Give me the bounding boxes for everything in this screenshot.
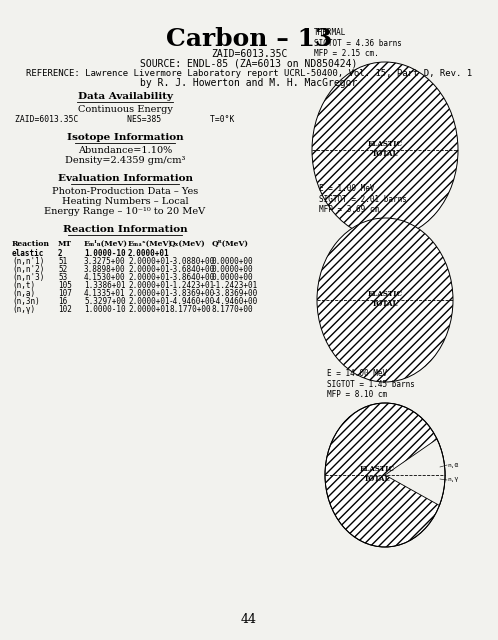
Text: Data Availability: Data Availability	[78, 92, 172, 101]
Text: 0.0000+00: 0.0000+00	[212, 273, 253, 282]
Text: -4.9460+00: -4.9460+00	[169, 297, 215, 306]
Text: -3.8640+00: -3.8640+00	[169, 273, 215, 282]
Text: TOTAL: TOTAL	[372, 150, 398, 158]
Text: E = 14.00 MeV
SIGTOT = 1.45 barns
MFP = 8.10 cm: E = 14.00 MeV SIGTOT = 1.45 barns MFP = …	[327, 369, 415, 399]
Text: 44: 44	[241, 613, 257, 626]
Text: (n,n'3): (n,n'3)	[12, 273, 44, 282]
Text: -4.9460+00: -4.9460+00	[212, 297, 258, 306]
Text: 102: 102	[58, 305, 72, 314]
Text: 2.0000+01: 2.0000+01	[128, 265, 170, 274]
Text: -3.6840+00: -3.6840+00	[169, 265, 215, 274]
Text: 1.0000-10: 1.0000-10	[84, 305, 125, 314]
Text: 5.3297+00: 5.3297+00	[84, 297, 125, 306]
Text: 0.0000+00: 0.0000+00	[212, 257, 253, 266]
Text: 2.0000+01: 2.0000+01	[128, 257, 170, 266]
Text: 4.1530+00: 4.1530+00	[84, 273, 125, 282]
Text: 0.0000+00: 0.0000+00	[212, 265, 253, 274]
Text: 4.1335+01: 4.1335+01	[84, 289, 125, 298]
Text: ZAID=6013.35C          NES=385          T=0°K: ZAID=6013.35C NES=385 T=0°K	[15, 115, 235, 124]
Text: 51: 51	[58, 257, 67, 266]
Text: 107: 107	[58, 289, 72, 298]
Text: 2.0000+01: 2.0000+01	[128, 289, 170, 298]
Text: (n,n'2): (n,n'2)	[12, 265, 44, 274]
Text: (n,t): (n,t)	[12, 281, 35, 290]
Text: Energy Range – 10⁻¹⁰ to 20 MeV: Energy Range – 10⁻¹⁰ to 20 MeV	[44, 207, 206, 216]
Text: 3.3275+00: 3.3275+00	[84, 257, 125, 266]
Ellipse shape	[317, 218, 453, 382]
Text: by R. J. Howerton and M. H. MacGregor: by R. J. Howerton and M. H. MacGregor	[140, 78, 358, 88]
Ellipse shape	[325, 403, 445, 547]
Text: 2.0000+01: 2.0000+01	[128, 305, 170, 314]
Text: -1.2423+01: -1.2423+01	[169, 281, 215, 290]
Text: ELASTIC: ELASTIC	[368, 290, 402, 298]
Text: Continuous Energy: Continuous Energy	[78, 105, 172, 114]
Text: ELASTIC: ELASTIC	[368, 140, 402, 148]
Text: 8.1770+00: 8.1770+00	[212, 305, 253, 314]
Text: Eₘᴵₙ(MeV): Eₘᴵₙ(MeV)	[84, 240, 128, 248]
Text: 2.0000+01: 2.0000+01	[128, 281, 170, 290]
Polygon shape	[385, 439, 445, 506]
Text: THERMAL
SIGTOT = 4.36 barns
MFP = 2.15 cm.: THERMAL SIGTOT = 4.36 barns MFP = 2.15 c…	[314, 28, 402, 58]
Text: Qᴿ(MeV): Qᴿ(MeV)	[212, 240, 249, 248]
Text: (n,γ): (n,γ)	[12, 305, 35, 314]
Text: Photon-Production Data – Yes: Photon-Production Data – Yes	[52, 187, 198, 196]
Text: 2.0000+01: 2.0000+01	[128, 249, 170, 258]
Text: 105: 105	[58, 281, 72, 290]
Text: (n,n'1): (n,n'1)	[12, 257, 44, 266]
Text: Heating Numbers – Local: Heating Numbers – Local	[62, 197, 188, 206]
Text: 1.3386+01: 1.3386+01	[84, 281, 125, 290]
Text: n,γ: n,γ	[447, 477, 458, 483]
Text: REFERENCE: Lawrence Livermore Laboratory report UCRL-50400, Vol. 15, Part D, Rev: REFERENCE: Lawrence Livermore Laboratory…	[26, 69, 472, 78]
Text: MT: MT	[58, 240, 72, 248]
Text: Eₘₐˣ(MeV): Eₘₐˣ(MeV)	[128, 240, 173, 248]
Text: (n,a): (n,a)	[12, 289, 35, 298]
Text: -3.0880+00: -3.0880+00	[169, 257, 215, 266]
Text: Reaction Information: Reaction Information	[63, 225, 187, 234]
Text: Qₓ(MeV): Qₓ(MeV)	[169, 240, 206, 248]
Text: E = 1.00 MeV
SIGTOT = 2.01 barns
MFP = 3.69 cm: E = 1.00 MeV SIGTOT = 2.01 barns MFP = 3…	[319, 184, 407, 214]
Text: Reaction: Reaction	[12, 240, 50, 248]
Text: -1.2423+01: -1.2423+01	[212, 281, 258, 290]
Text: ZAID=6013.35C: ZAID=6013.35C	[211, 49, 287, 59]
Text: n,α: n,α	[447, 463, 458, 467]
Text: ELASTIC: ELASTIC	[360, 465, 394, 473]
Text: (n,3n): (n,3n)	[12, 297, 40, 306]
Text: 2.0000+01: 2.0000+01	[128, 273, 170, 282]
Text: Isotope Information: Isotope Information	[67, 133, 183, 142]
Text: -3.8369+00: -3.8369+00	[169, 289, 215, 298]
Ellipse shape	[312, 62, 458, 238]
Text: 16: 16	[58, 297, 67, 306]
Text: 8.1770+00: 8.1770+00	[169, 305, 211, 314]
Text: 52: 52	[58, 265, 67, 274]
Text: Carbon – 13: Carbon – 13	[166, 27, 332, 51]
Text: SOURCE: ENDL-85 (ZA=6013 on ND850424): SOURCE: ENDL-85 (ZA=6013 on ND850424)	[140, 59, 358, 69]
Text: 1.0000-10: 1.0000-10	[84, 249, 125, 258]
Text: Density=2.4359 gm/cm³: Density=2.4359 gm/cm³	[65, 156, 185, 165]
Text: TOTAL: TOTAL	[364, 475, 390, 483]
Text: 3.8898+00: 3.8898+00	[84, 265, 125, 274]
Text: TOTAL: TOTAL	[372, 300, 398, 308]
Text: elastic: elastic	[12, 249, 44, 258]
Text: 2: 2	[58, 249, 63, 258]
Text: 2.0000+01: 2.0000+01	[128, 297, 170, 306]
Text: Evaluation Information: Evaluation Information	[57, 174, 193, 183]
Text: -3.8369+00: -3.8369+00	[212, 289, 258, 298]
Text: Abundance=1.10%: Abundance=1.10%	[78, 146, 172, 155]
Text: 53: 53	[58, 273, 67, 282]
